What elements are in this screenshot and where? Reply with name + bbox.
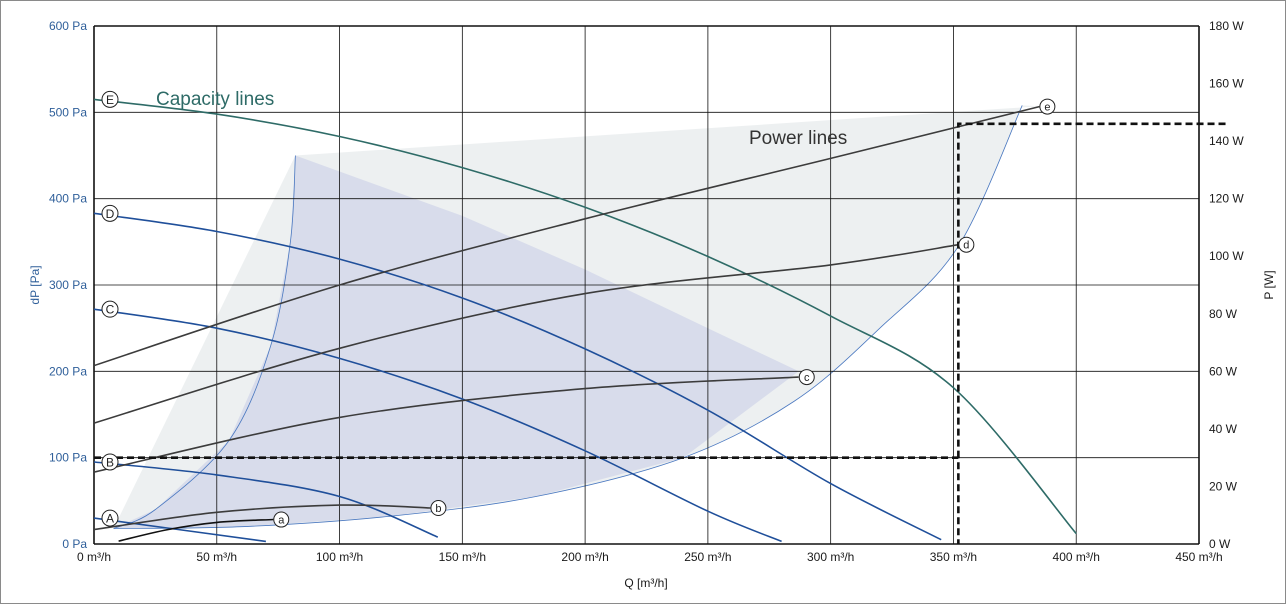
guide-power — [957, 122, 1227, 458]
power-line-e — [93, 105, 1040, 367]
x-tick-label: 0 m³/h — [77, 550, 111, 564]
y-left-tick-label: 500 Pa — [49, 105, 87, 119]
power-line-d — [93, 243, 959, 424]
marker-power-label-c: c — [804, 372, 810, 384]
x-tick-label: 150 m³/h — [439, 550, 486, 564]
y-left-tick-label: 100 Pa — [49, 451, 87, 465]
marker-capacity-label-E: E — [106, 93, 114, 107]
guide-dp — [94, 456, 960, 544]
y-left-tick-label: 300 Pa — [49, 278, 87, 292]
y-right-tick-label: 60 W — [1209, 364, 1238, 378]
y-right-tick-label: 160 W — [1209, 77, 1244, 91]
power-line-a — [118, 518, 274, 542]
x-axis-label: Q [m³/h] — [624, 576, 667, 590]
y-left-tick-label: 200 Pa — [49, 364, 87, 378]
y-axis-left-label: dP [Pa] — [28, 265, 42, 304]
marker-capacity-label-D: D — [106, 207, 115, 221]
marker-power-e — [1039, 98, 1056, 115]
marker-capacity-D — [101, 204, 119, 222]
y-right-tick-label: 40 W — [1209, 422, 1238, 436]
y-right-tick-label: 140 W — [1209, 134, 1244, 148]
capacity-line-B — [93, 461, 439, 538]
power-line-c — [93, 376, 799, 473]
marker-capacity-C — [101, 300, 119, 318]
y-right-tick-label: 80 W — [1209, 307, 1238, 321]
capacity-region — [113, 155, 799, 529]
x-tick-label: 400 m³/h — [1053, 550, 1100, 564]
marker-power-label-d: d — [963, 240, 969, 252]
marker-capacity-B — [101, 453, 119, 471]
marker-power-c — [798, 369, 815, 386]
y-left-tick-label: 600 Pa — [49, 19, 87, 33]
y-left-tick-label: 400 Pa — [49, 192, 87, 206]
y-right-tick-label: 20 W — [1209, 479, 1238, 493]
marker-power-label-e: e — [1044, 102, 1050, 114]
marker-capacity-E — [101, 90, 119, 108]
x-tick-label: 50 m³/h — [196, 550, 237, 564]
y-left-tick-label: 0 Pa — [62, 537, 87, 551]
marker-capacity-label-A: A — [106, 512, 114, 526]
capacity-line-E — [93, 98, 1077, 535]
marker-power-b — [430, 500, 447, 517]
capacity-line-C — [93, 308, 782, 543]
power-lines-annotation: Power lines — [749, 128, 847, 149]
marker-power-d — [958, 236, 975, 253]
capacity-line-D — [93, 212, 942, 541]
capacity-lines-annotation: Capacity lines — [156, 89, 274, 110]
marker-capacity-label-B: B — [106, 455, 114, 469]
capacity-region-boundary — [113, 155, 296, 529]
marker-capacity-A — [101, 509, 119, 527]
y-right-tick-label: 100 W — [1209, 249, 1244, 263]
marker-capacity-label-C: C — [106, 303, 115, 317]
marker-power-label-b: b — [435, 503, 441, 515]
x-tick-label: 300 m³/h — [807, 550, 854, 564]
marker-power-label-a: a — [278, 515, 285, 527]
y-right-tick-label: 0 W — [1209, 537, 1231, 551]
x-tick-label: 350 m³/h — [930, 550, 977, 564]
y-right-tick-label: 180 W — [1209, 19, 1244, 33]
x-tick-label: 100 m³/h — [316, 550, 363, 564]
marker-power-a — [273, 511, 290, 528]
power-line-b — [93, 504, 431, 531]
y-right-tick-label: 120 W — [1209, 192, 1244, 206]
x-tick-label: 200 m³/h — [561, 550, 608, 564]
x-tick-label: 450 m³/h — [1175, 550, 1222, 564]
x-tick-label: 250 m³/h — [684, 550, 731, 564]
y-axis-right-label: P [W] — [1262, 270, 1276, 299]
